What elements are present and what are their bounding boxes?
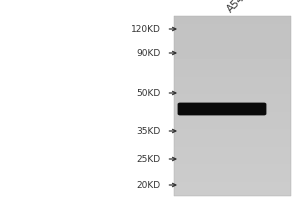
Text: A549: A549	[225, 0, 252, 14]
Text: 20KD: 20KD	[136, 180, 160, 190]
Text: 35KD: 35KD	[136, 127, 161, 136]
Text: 120KD: 120KD	[130, 24, 160, 33]
Text: 25KD: 25KD	[136, 154, 160, 164]
FancyBboxPatch shape	[178, 103, 266, 115]
Text: 50KD: 50KD	[136, 88, 161, 98]
Text: 90KD: 90KD	[136, 48, 161, 58]
Bar	[174, 16, 291, 196]
